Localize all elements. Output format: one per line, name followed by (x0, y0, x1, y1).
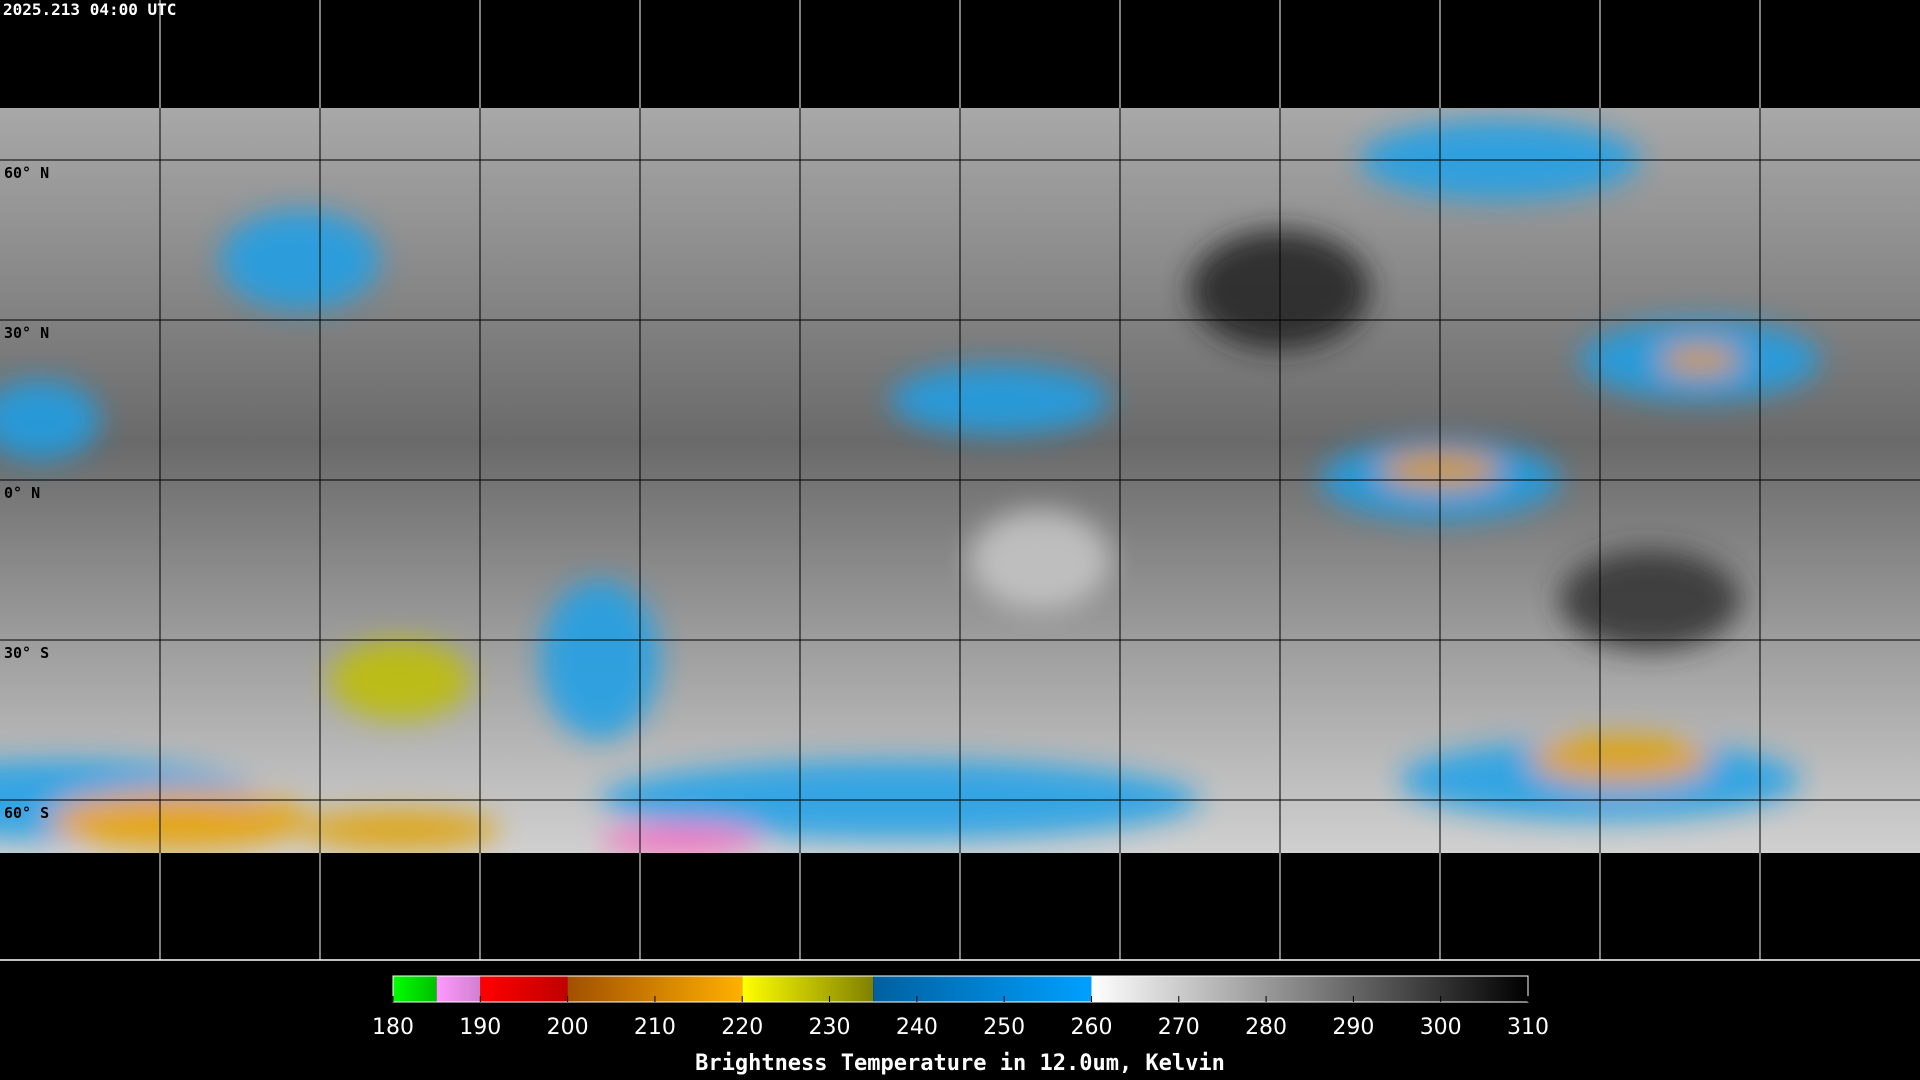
colorbar-tick-label: 250 (983, 1015, 1025, 1040)
colorbar-tick-label: 180 (372, 1015, 414, 1040)
colorbar-label: Brightness Temperature in 12.0um, Kelvin (695, 1051, 1225, 1076)
latitude-label: 30° N (4, 324, 49, 342)
colorbar-segment (480, 976, 568, 1002)
graticule: 60° N 30° N 0° N 30° S 60° S (4, 0, 1761, 960)
colorbar: 180 190 200 210 220 230 240 250 260 270 280 290 300 3… (372, 975, 1549, 1040)
colorbar-tick-label: 210 (634, 1015, 676, 1040)
colorbar-segment (742, 976, 874, 1002)
colorbar-tick-label: 190 (459, 1015, 501, 1040)
latitude-label: 60° S (4, 804, 49, 822)
colorbar-tick-label: 200 (547, 1015, 589, 1040)
colorbar-tick-label: 220 (721, 1015, 763, 1040)
colorbar-segment (873, 976, 1092, 1002)
colorbar-tick-label: 240 (896, 1015, 938, 1040)
colorbar-frame (392, 975, 1529, 1003)
colorbar-tick-label: 290 (1332, 1015, 1374, 1040)
colorbar-segment (1091, 976, 1528, 1002)
colorbar-tick-label: 310 (1507, 1015, 1549, 1040)
latitude-label: 60° N (4, 164, 49, 182)
colorbar-segment (436, 976, 481, 1002)
colorbar-tick-label: 260 (1070, 1015, 1112, 1040)
timestamp: 2025.213 04:00 UTC (3, 0, 176, 19)
colorbar-tick-label: 300 (1420, 1015, 1462, 1040)
colorbar-tick-label: 230 (809, 1015, 851, 1040)
colorbar-tick-label: 280 (1245, 1015, 1287, 1040)
colorbar-tick-label: 270 (1158, 1015, 1200, 1040)
latitude-label: 30° S (4, 644, 49, 662)
latitude-label: 0° N (4, 484, 40, 502)
colorbar-segment (393, 976, 437, 1002)
